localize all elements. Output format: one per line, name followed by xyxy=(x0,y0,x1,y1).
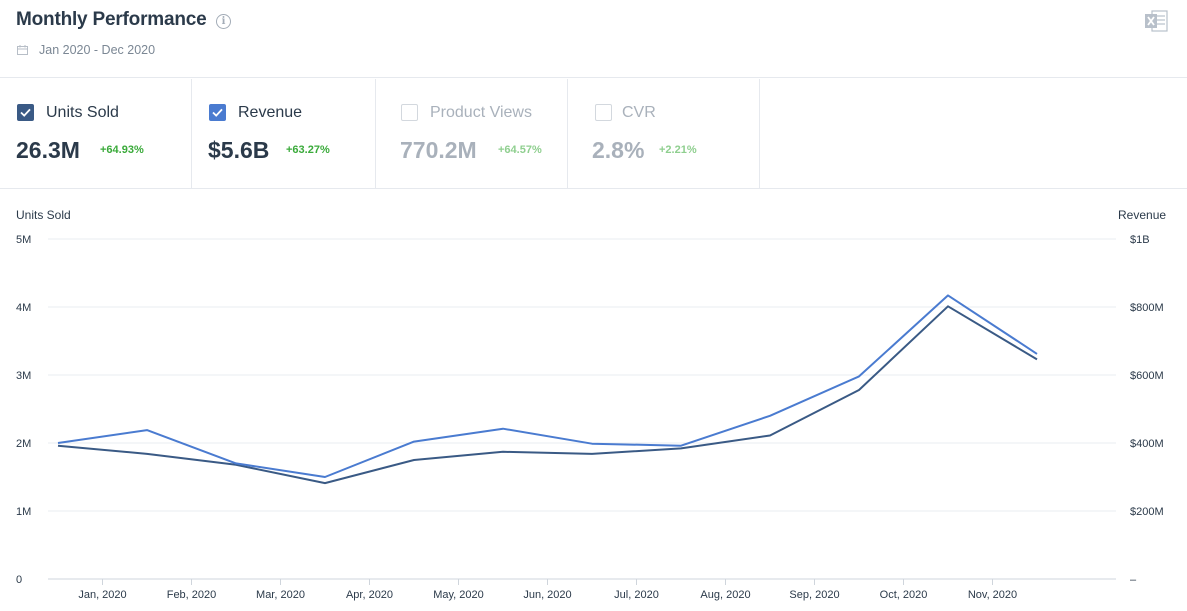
y-tick-label-left: 3M xyxy=(16,370,31,382)
units-sold-checkbox[interactable] xyxy=(17,104,34,121)
y-tick-label-left: 4M xyxy=(16,302,31,314)
y-tick-label-right: $600M xyxy=(1130,370,1164,382)
y-tick-label-right: $800M xyxy=(1130,302,1164,314)
excel-export-icon[interactable] xyxy=(1144,10,1168,32)
metric-label: Product Views xyxy=(430,104,532,121)
right-axis-title: Revenue xyxy=(1118,208,1167,222)
x-tick-label: Aug, 2020 xyxy=(700,589,750,601)
date-range: Jan 2020 - Dec 2020 xyxy=(39,43,156,57)
metric-product-views[interactable]: Product Views 770.2M +64.57% xyxy=(376,79,568,189)
y-tick-label-right: $200M xyxy=(1130,506,1164,518)
revenue-checkbox[interactable] xyxy=(209,104,226,121)
product-views-checkbox[interactable] xyxy=(401,104,418,121)
metric-change: +2.21% xyxy=(659,144,697,156)
metric-value: $5.6B xyxy=(208,137,270,163)
y-tick-label-left: 1M xyxy=(16,506,31,518)
metric-revenue[interactable]: Revenue $5.6B +63.27% xyxy=(184,79,376,189)
series-line-revenue xyxy=(57,294,1038,478)
metric-cvr[interactable]: CVR 2.8% +2.21% xyxy=(568,79,760,189)
cvr-checkbox[interactable] xyxy=(595,104,612,121)
y-tick-label-right: – xyxy=(1130,574,1137,586)
metric-change: +64.93% xyxy=(100,144,144,156)
metric-value: 2.8% xyxy=(592,137,645,163)
x-tick-label: Mar, 2020 xyxy=(256,589,305,601)
y-tick-label-left: 5M xyxy=(16,234,31,246)
x-tick-label: Jun, 2020 xyxy=(523,589,571,601)
y-tick-label-right: $1B xyxy=(1130,234,1150,246)
panel-header: Monthly Performance i Jan 2020 - Dec 202… xyxy=(0,0,1187,78)
x-tick-label: Jul, 2020 xyxy=(614,589,659,601)
y-tick-label-left: 0 xyxy=(16,574,22,586)
chart-area: Units Sold Revenue 0 – 1M $200M 2M $400M 3M $60… xyxy=(0,190,1187,611)
x-tick-label: Feb, 2020 xyxy=(167,589,217,601)
metric-units-sold[interactable]: Units Sold 26.3M +64.93% xyxy=(0,79,192,189)
line-chart: 0 – 1M $200M 2M $400M 3M $600M 4M $800M 5M $1B Jan, … xyxy=(16,234,1164,601)
calendar-icon xyxy=(17,45,28,55)
y-tick-label-left: 2M xyxy=(16,438,31,450)
metrics-bar: Units Sold 26.3M +64.93% Revenue $5.6B +… xyxy=(0,79,1187,189)
metric-label: CVR xyxy=(622,104,656,121)
series-line-units-sold xyxy=(57,305,1038,485)
x-tick-label: Nov, 2020 xyxy=(968,589,1017,601)
metric-value: 26.3M xyxy=(16,137,80,163)
x-tick-label: Jan, 2020 xyxy=(78,589,126,601)
x-tick-label: May, 2020 xyxy=(433,589,484,601)
x-tick-label: Oct, 2020 xyxy=(880,589,928,601)
y-tick-label-right: $400M xyxy=(1130,438,1164,450)
metric-change: +63.27% xyxy=(286,144,330,156)
metric-change: +64.57% xyxy=(498,144,542,156)
metric-label: Revenue xyxy=(238,104,303,121)
left-axis-title: Units Sold xyxy=(16,208,71,222)
metric-value: 770.2M xyxy=(400,137,477,163)
metric-label: Units Sold xyxy=(46,104,119,121)
panel-title: Monthly Performance xyxy=(16,9,207,30)
x-tick-label: Apr, 2020 xyxy=(346,589,393,601)
x-tick-label: Sep, 2020 xyxy=(789,589,839,601)
info-icon[interactable]: i xyxy=(216,14,231,29)
